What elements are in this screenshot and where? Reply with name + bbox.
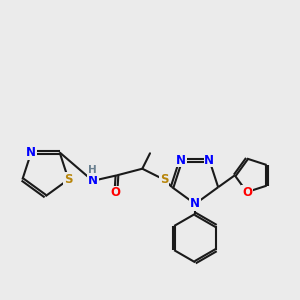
Text: N: N (88, 174, 98, 187)
Text: N: N (190, 197, 200, 210)
Text: H: H (88, 165, 97, 175)
Text: S: S (160, 173, 169, 186)
Text: O: O (111, 186, 121, 200)
Text: O: O (242, 186, 252, 199)
Text: S: S (64, 173, 73, 186)
Text: N: N (176, 154, 186, 166)
Text: N: N (204, 154, 214, 166)
Text: N: N (26, 146, 36, 159)
